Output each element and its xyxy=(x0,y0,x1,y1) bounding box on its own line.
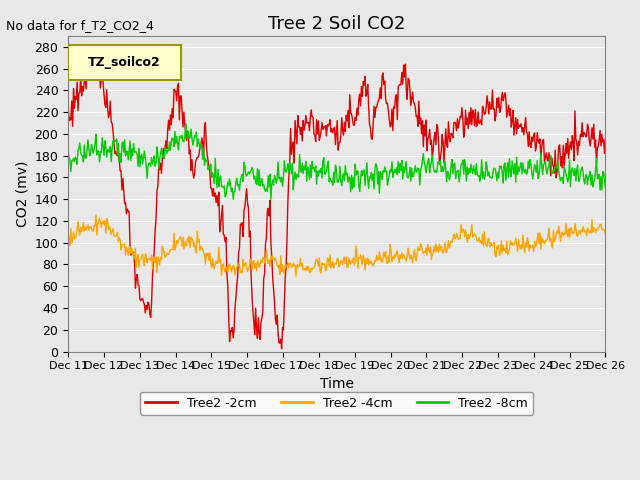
Tree2 -4cm xyxy=(64,236,72,242)
Tree2 -2cm xyxy=(90,60,98,65)
Tree2 -8cm xyxy=(425,156,433,162)
Tree2 -4cm xyxy=(602,231,609,237)
Tree2 -8cm xyxy=(159,155,167,161)
Text: TZ_soilco2: TZ_soilco2 xyxy=(88,56,161,69)
X-axis label: Time: Time xyxy=(320,377,354,391)
Tree2 -4cm xyxy=(160,251,168,256)
Tree2 -2cm xyxy=(602,135,609,141)
Line: Tree2 -4cm: Tree2 -4cm xyxy=(68,215,605,276)
Tree2 -4cm xyxy=(425,248,433,253)
Tree2 -8cm xyxy=(309,166,317,171)
Tree2 -8cm xyxy=(182,121,189,127)
Tree2 -2cm xyxy=(309,114,317,120)
Legend: Tree2 -2cm, Tree2 -4cm, Tree2 -8cm: Tree2 -2cm, Tree2 -4cm, Tree2 -8cm xyxy=(140,392,533,415)
Y-axis label: CO2 (mv): CO2 (mv) xyxy=(15,160,29,227)
Tree2 -8cm xyxy=(64,146,72,152)
Tree2 -2cm xyxy=(204,152,211,157)
Tree2 -2cm xyxy=(64,100,72,106)
Tree2 -4cm xyxy=(92,212,100,218)
Title: Tree 2 Soil CO2: Tree 2 Soil CO2 xyxy=(268,15,406,33)
FancyBboxPatch shape xyxy=(68,46,181,80)
Tree2 -2cm xyxy=(160,156,168,161)
Line: Tree2 -8cm: Tree2 -8cm xyxy=(68,124,605,199)
Tree2 -8cm xyxy=(383,168,390,174)
Tree2 -2cm xyxy=(278,346,285,351)
Tree2 -4cm xyxy=(470,231,478,237)
Tree2 -8cm xyxy=(602,185,609,191)
Text: No data for f_T2_CO2_4: No data for f_T2_CO2_4 xyxy=(6,19,154,32)
Tree2 -2cm xyxy=(470,123,478,129)
Tree2 -2cm xyxy=(383,101,390,107)
Tree2 -8cm xyxy=(229,196,237,202)
Tree2 -4cm xyxy=(309,265,317,271)
Tree2 -8cm xyxy=(204,157,211,163)
Tree2 -2cm xyxy=(425,134,433,140)
Tree2 -4cm xyxy=(292,274,300,279)
Tree2 -8cm xyxy=(470,168,478,173)
Tree2 -4cm xyxy=(383,260,390,265)
Line: Tree2 -2cm: Tree2 -2cm xyxy=(68,62,605,348)
Tree2 -4cm xyxy=(204,252,211,258)
